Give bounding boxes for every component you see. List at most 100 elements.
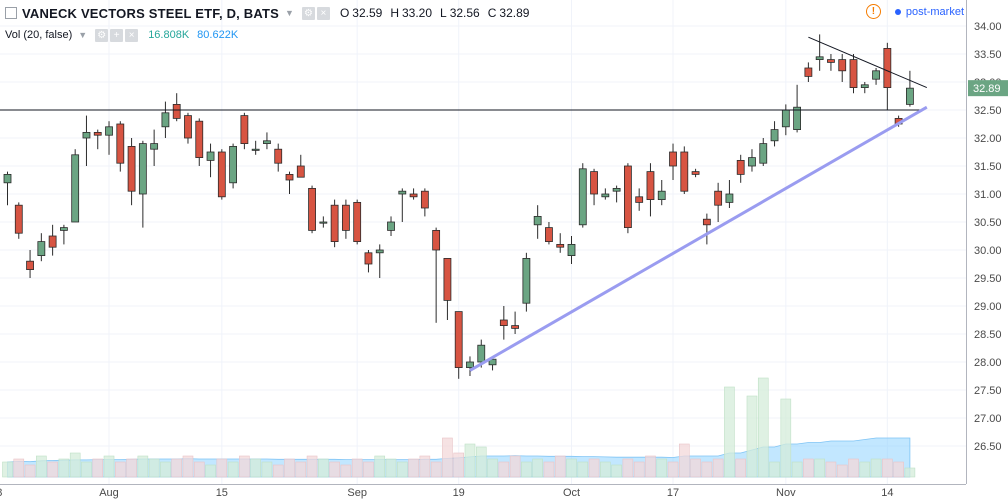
candle[interactable] <box>161 101 170 138</box>
volume-add-icon[interactable]: + <box>110 28 124 42</box>
volume-label[interactable]: Vol (20, false) <box>5 29 73 41</box>
candle[interactable] <box>285 171 294 194</box>
candle[interactable] <box>229 143 238 189</box>
candle[interactable] <box>443 257 452 320</box>
candle[interactable] <box>409 188 418 200</box>
resistance-trendline[interactable] <box>808 36 928 89</box>
candle[interactable] <box>432 227 441 323</box>
candle[interactable] <box>635 188 644 211</box>
candle[interactable] <box>590 168 598 206</box>
candle[interactable] <box>82 115 91 166</box>
candle[interactable] <box>319 216 328 228</box>
candle[interactable] <box>545 222 553 245</box>
candle[interactable] <box>387 216 395 236</box>
volume-close-icon[interactable]: × <box>125 28 139 42</box>
candle[interactable] <box>240 112 249 150</box>
candle[interactable] <box>330 199 339 248</box>
candle[interactable] <box>522 252 531 312</box>
candle[interactable] <box>759 138 768 166</box>
candle[interactable] <box>127 138 136 206</box>
drawings[interactable] <box>0 36 928 372</box>
candle[interactable] <box>838 54 847 82</box>
candle[interactable] <box>138 140 147 228</box>
candle[interactable] <box>511 311 520 334</box>
candle[interactable] <box>702 213 711 245</box>
candle[interactable] <box>736 154 745 183</box>
candle[interactable] <box>499 306 508 340</box>
settings-icon[interactable]: ⚙ <box>301 6 315 20</box>
candle[interactable] <box>172 93 181 122</box>
candle[interactable] <box>612 185 621 203</box>
candle[interactable] <box>184 112 192 144</box>
candle[interactable] <box>883 42 892 110</box>
candle[interactable] <box>37 233 46 262</box>
candle[interactable] <box>48 224 57 256</box>
candle[interactable] <box>195 118 204 166</box>
candle[interactable] <box>341 199 350 239</box>
candle[interactable] <box>725 180 734 208</box>
candle[interactable] <box>669 143 677 180</box>
warning-icon[interactable]: ! <box>865 4 881 19</box>
post-market-label[interactable]: post-market <box>905 5 964 18</box>
candle[interactable] <box>680 146 689 194</box>
support-trendline[interactable] <box>469 105 928 372</box>
candle[interactable] <box>274 143 283 172</box>
candle[interactable] <box>263 132 271 150</box>
candle[interactable] <box>93 129 102 150</box>
candle[interactable] <box>657 180 666 206</box>
symbol-title[interactable]: VANECK VECTORS STEEL ETF, D, BATS <box>22 5 280 21</box>
last-price-tag[interactable] <box>968 80 1008 97</box>
candle[interactable] <box>567 236 576 264</box>
candle[interactable] <box>3 171 12 206</box>
candle[interactable] <box>691 168 700 178</box>
volume-bar <box>780 398 792 478</box>
candle[interactable] <box>296 154 305 178</box>
volume-chevron-down-icon[interactable]: ▼ <box>78 30 88 40</box>
candle[interactable] <box>364 250 373 273</box>
candle[interactable] <box>556 233 565 253</box>
candle[interactable] <box>906 70 914 107</box>
candle[interactable] <box>646 163 655 217</box>
post-market-indicator[interactable]: ! post-market <box>865 4 964 19</box>
candle[interactable] <box>375 244 384 278</box>
candle[interactable] <box>353 199 362 245</box>
candle[interactable] <box>714 182 723 222</box>
close-icon[interactable]: × <box>316 6 330 20</box>
candle[interactable] <box>624 163 632 234</box>
candle[interactable] <box>251 140 260 155</box>
symbol-square-icon[interactable] <box>5 7 17 19</box>
candle[interactable] <box>748 149 756 172</box>
chevron-down-icon[interactable]: ▼ <box>285 8 294 18</box>
candle[interactable] <box>150 129 159 166</box>
candle[interactable] <box>14 202 23 239</box>
candle[interactable] <box>860 82 869 94</box>
candle[interactable] <box>578 163 587 228</box>
candle[interactable] <box>849 54 858 94</box>
candle[interactable] <box>454 311 463 379</box>
price-axis[interactable]: 34.0033.5033.0032.5032.0031.5031.0030.50… <box>966 0 1008 484</box>
candle[interactable] <box>116 121 125 172</box>
candle[interactable] <box>533 205 542 239</box>
candle[interactable] <box>601 188 610 200</box>
candle[interactable] <box>105 121 113 155</box>
candle[interactable] <box>398 188 407 222</box>
candle[interactable] <box>466 356 474 376</box>
time-axis[interactable]: 18 Aug 15 Sep 19 Oct 17 Nov 14 <box>0 484 966 500</box>
candle[interactable] <box>793 84 801 133</box>
candle[interactable] <box>60 224 68 245</box>
candle[interactable] <box>827 54 835 71</box>
candle[interactable] <box>770 121 779 147</box>
candle[interactable] <box>26 250 34 278</box>
candle[interactable] <box>71 149 80 223</box>
candle[interactable] <box>217 149 226 200</box>
volume-settings-icon[interactable]: ⚙ <box>95 28 109 42</box>
candle[interactable] <box>804 62 813 82</box>
candle[interactable] <box>872 68 880 85</box>
candle[interactable] <box>206 143 215 178</box>
candle[interactable] <box>308 185 316 234</box>
candle[interactable] <box>781 104 790 136</box>
candle[interactable] <box>420 188 429 217</box>
candle[interactable] <box>815 34 824 71</box>
candles[interactable] <box>3 34 914 379</box>
